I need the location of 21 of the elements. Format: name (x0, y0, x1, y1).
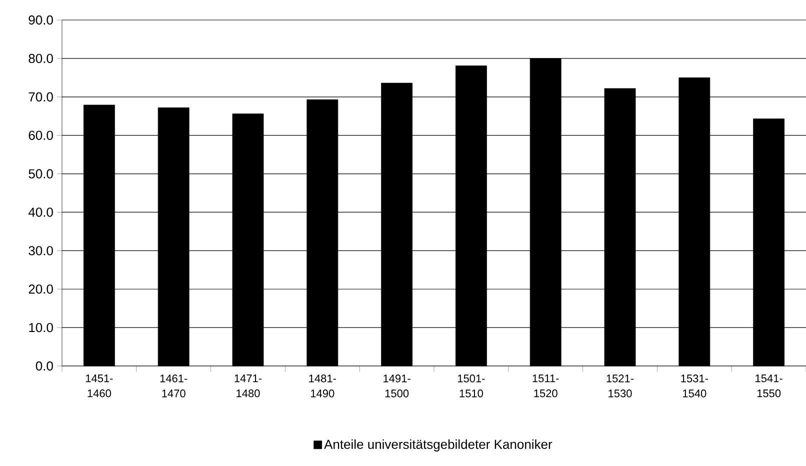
x-tick-label: 1521-1530 (606, 374, 634, 398)
y-tick-label: 70.0 (28, 92, 53, 102)
x-tick-label: 1471-1480 (234, 374, 262, 398)
y-tick-label: 30.0 (28, 246, 53, 256)
x-tick-label: 1501-1510 (458, 374, 485, 398)
x-tick-label: 1461-1470 (160, 374, 188, 398)
x-tick-label: 1511-1520 (532, 374, 559, 398)
x-tick-label: 1491-1500 (384, 374, 410, 398)
x-tick-label: 1531-1540 (681, 374, 708, 398)
y-tick-label: 50.0 (28, 169, 53, 178)
y-tick-label: 10.0 (29, 322, 53, 332)
y-tick-label: 80.0 (28, 54, 53, 64)
x-tick-label: 1541-1550 (756, 374, 782, 398)
y-tick-label: 90.0 (28, 15, 53, 25)
x-tick-label: 1481-1490 (309, 374, 336, 398)
y-tick-label: 20.0 (28, 284, 53, 294)
legend-label: Anteile universitätsgebildeter Kanoniker (324, 439, 552, 452)
x-tick-label: 1451-1460 (86, 374, 113, 398)
y-tick-label: 60.0 (28, 130, 53, 140)
y-tick-label: 40.0 (28, 208, 53, 217)
y-tick-label: 0.0 (36, 361, 53, 371)
